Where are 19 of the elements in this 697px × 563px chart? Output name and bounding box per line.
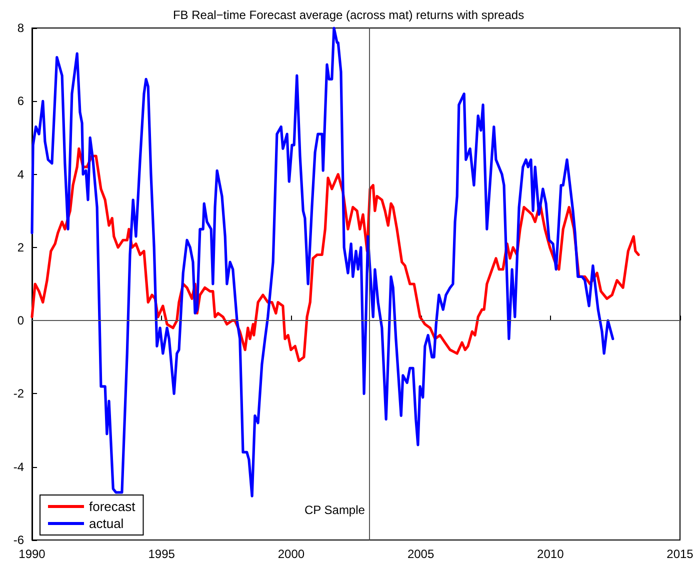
legend-label: actual <box>89 516 124 531</box>
x-tick-label: 2010 <box>537 547 564 561</box>
y-tick-label: 6 <box>17 94 24 108</box>
y-tick-label: 0 <box>17 314 24 328</box>
y-tick-label: -2 <box>13 386 24 401</box>
x-tick-label: 2000 <box>278 547 305 561</box>
legend-label: forecast <box>89 499 136 514</box>
y-tick-label: -4 <box>13 460 24 474</box>
x-tick-label: 1995 <box>148 547 176 561</box>
chart-title: FB Real−time Forecast average (across mat) returns with spreads <box>172 8 524 22</box>
x-tick-label: 2005 <box>407 547 434 561</box>
ref-line-label: CP Sample <box>304 503 366 517</box>
x-tick-label: 2015 <box>666 547 694 561</box>
line-series <box>30 26 614 498</box>
y-tick-label: 4 <box>17 167 24 182</box>
y-tick-label: -6 <box>13 533 24 547</box>
y-tick-label: 2 <box>17 240 24 254</box>
y-tick-label: 8 <box>17 21 24 35</box>
x-tick-label: 1990 <box>18 547 46 561</box>
